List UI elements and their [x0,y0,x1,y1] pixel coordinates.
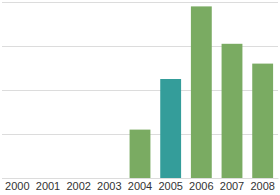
x-tick: 2003 [97,178,121,192]
x-tick: 2001 [36,178,60,192]
x-tick: 2005 [158,178,182,192]
grid-line [2,2,278,3]
x-tick: 2000 [5,178,29,192]
x-tick: 2004 [128,178,152,192]
x-tick-label: 2002 [66,180,90,192]
grid [2,3,278,179]
bar [252,64,273,178]
bars [130,6,274,178]
y-axis-line [2,3,3,179]
chart: 2000 2001 2002 2003 2004 2005 2006 2007 2008 [0,0,280,195]
x-tick: 2008 [250,178,274,192]
x-tick: 2006 [189,178,213,192]
bar [191,6,212,178]
x-tick-label: 2000 [5,180,29,192]
x-tick-label: 2008 [250,180,274,192]
x-tick: 2002 [66,178,90,192]
x-tick-label: 2001 [36,180,60,192]
bar [160,79,181,178]
x-axis: 2000 2001 2002 2003 2004 2005 2006 2007 2008 [3,178,279,192]
y-axis [2,3,4,179]
x-tick-label: 2003 [97,180,121,192]
bar [222,44,243,178]
plot: 2000 2001 2002 2003 2004 2005 2006 2007 2008 [2,3,279,192]
x-tick: 2007 [220,178,244,192]
x-tick-label: 2005 [158,180,182,192]
x-tick-label: 2007 [220,180,244,192]
bar [130,130,151,178]
x-tick-label: 2004 [128,180,152,192]
x-tick-label: 2006 [189,180,213,192]
